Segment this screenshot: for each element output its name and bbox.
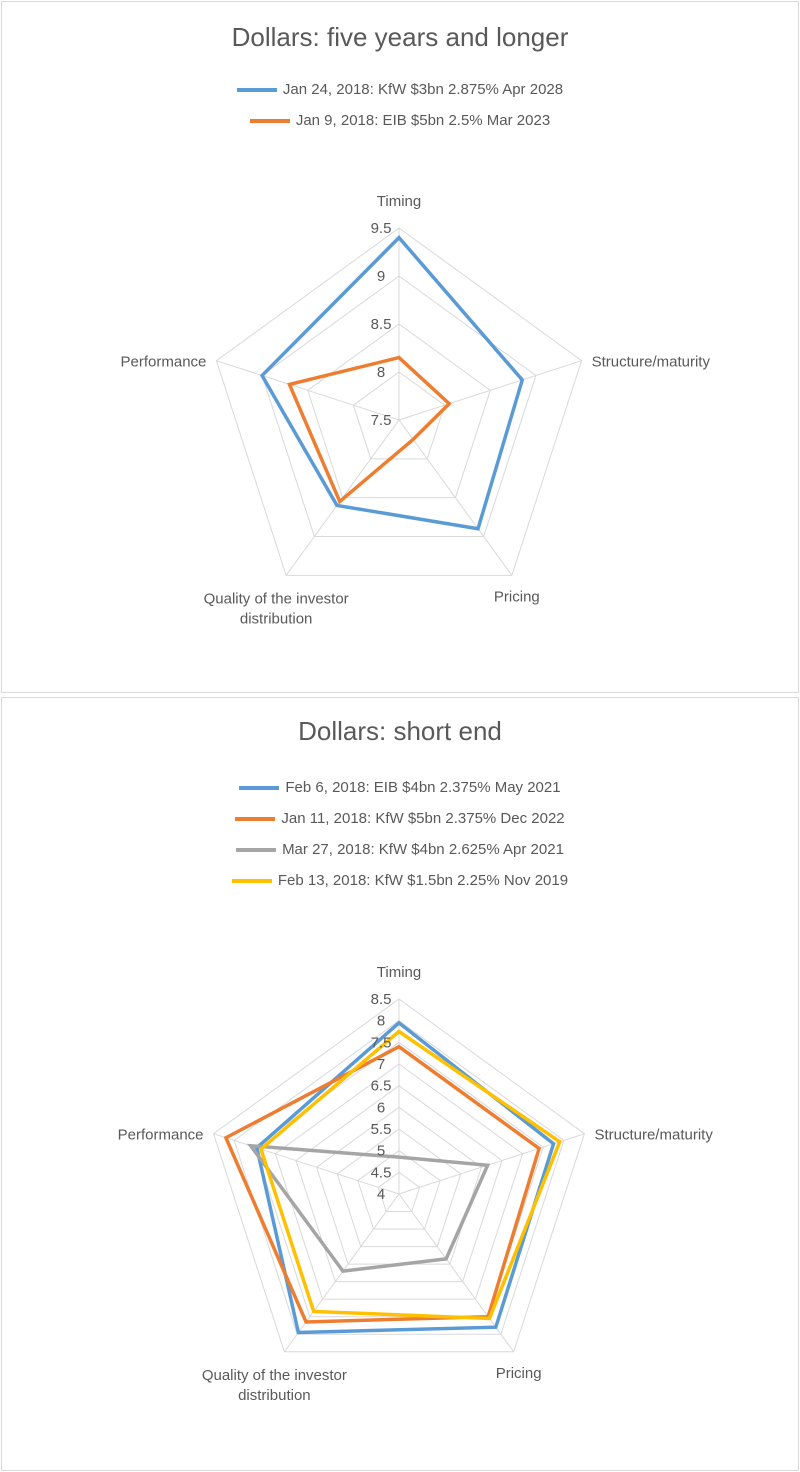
spoke (213, 1133, 400, 1195)
chart-panel-long: Dollars: five years and longer Jan 24, 2… (1, 1, 799, 693)
tick-label: 7.5 (371, 412, 392, 429)
grid-ring (307, 323, 491, 499)
radar-plot: 4 4.5 5 5.5 6 6.5 7 7.5 8 8.5 Timing Structure/matu… (118, 964, 714, 1404)
legend-item: Feb 6, 2018: EIB $4bn 2.375% May 2021 (2, 772, 798, 803)
legend-swatch (235, 816, 276, 821)
legend-swatch (231, 878, 272, 883)
grid-ring (295, 1085, 503, 1283)
series-line (258, 1029, 562, 1321)
tick-label: 6 (377, 1099, 385, 1116)
legend-swatch (249, 118, 290, 123)
series-line (259, 235, 525, 531)
chart-panel-short: Dollars: short end Feb 6, 2018: EIB $4bn… (1, 697, 799, 1471)
spoke (283, 1193, 400, 1353)
legend-swatch (239, 785, 280, 790)
axis-label: Performance (118, 1127, 204, 1144)
tick-label: 7 (377, 1056, 385, 1073)
chart-title: Dollars: short end (298, 716, 502, 746)
series-line (254, 1020, 556, 1335)
tick-label: 8.5 (371, 316, 392, 333)
tick-label: 4 (377, 1186, 385, 1203)
legend-item: Jan 24, 2018: KfW $3bn 2.875% Apr 2028 (2, 74, 798, 105)
grid-ring (215, 227, 583, 576)
axis-label: Quality of the investor distribution (204, 590, 349, 627)
tick-label: 5 (377, 1143, 385, 1160)
series-line (223, 1044, 542, 1324)
axis-label: Structure/maturity (594, 1127, 713, 1144)
tick-label: 6.5 (371, 1078, 392, 1095)
tick-label: 4.5 (371, 1164, 392, 1181)
grid-ring (274, 1063, 524, 1300)
spoke (216, 360, 400, 421)
tick-label: 5.5 (371, 1121, 392, 1138)
legend: Feb 6, 2018: EIB $4bn 2.375% May 2021 Jan… (2, 772, 798, 896)
tick-label: 8 (377, 364, 385, 381)
legend-label: Mar 27, 2018: KfW $4bn 2.625% Apr 2021 (282, 841, 564, 858)
legend-label: Feb 6, 2018: EIB $4bn 2.375% May 2021 (285, 779, 561, 796)
tick-label: 9.5 (371, 220, 392, 237)
grid-ring (352, 371, 446, 460)
axis-label: Structure/maturity (592, 354, 711, 371)
tick-label: 9 (377, 268, 385, 285)
grid-ring (261, 275, 537, 537)
axis-label: Performance (121, 354, 207, 371)
spoke (398, 419, 513, 576)
legend-swatch (236, 847, 277, 852)
grid-ring (357, 1150, 441, 1230)
legend-item: Jan 9, 2018: EIB $5bn 2.5% Mar 2023 (2, 105, 798, 136)
tick-label: 8.5 (371, 991, 392, 1008)
axis-label: Pricing (496, 1365, 542, 1382)
grid-ring (377, 1171, 421, 1213)
legend-item: Mar 27, 2018: KfW $4bn 2.625% Apr 2021 (2, 834, 798, 865)
legend-label: Jan 11, 2018: KfW $5bn 2.375% Dec 2022 (281, 810, 565, 827)
spoke (398, 360, 582, 421)
legend-swatch (236, 87, 277, 92)
grid-ring (212, 998, 586, 1353)
axis-label: Timing (377, 193, 421, 210)
tick-label: 8 (377, 1013, 385, 1030)
legend-label: Jan 24, 2018: KfW $3bn 2.875% Apr 2028 (282, 81, 564, 98)
legend-label: Jan 9, 2018: EIB $5bn 2.5% Mar 2023 (295, 112, 551, 129)
axis-label: Quality of the investor distribution (202, 1367, 347, 1404)
series-line (287, 355, 452, 505)
legend-item: Jan 11, 2018: KfW $5bn 2.375% Dec 2022 (2, 803, 798, 834)
radar-plot: 7.5 8 8.5 9 9.5 Timing Structure/maturity Prici… (121, 193, 711, 627)
chart-title: Dollars: five years and longer (231, 22, 569, 52)
grid-ring (336, 1128, 462, 1248)
legend-item: Feb 13, 2018: KfW $1.5bn 2.25% Nov 2019 (2, 865, 798, 896)
axis-label: Timing (377, 964, 421, 981)
tick-label: 7.5 (371, 1034, 392, 1051)
legend-label: Feb 13, 2018: KfW $1.5bn 2.25% Nov 2019 (277, 872, 569, 889)
legend: Jan 24, 2018: KfW $3bn 2.875% Apr 2028 Ja… (2, 74, 798, 136)
axis-label: Pricing (494, 588, 540, 605)
series-line (246, 1143, 491, 1273)
